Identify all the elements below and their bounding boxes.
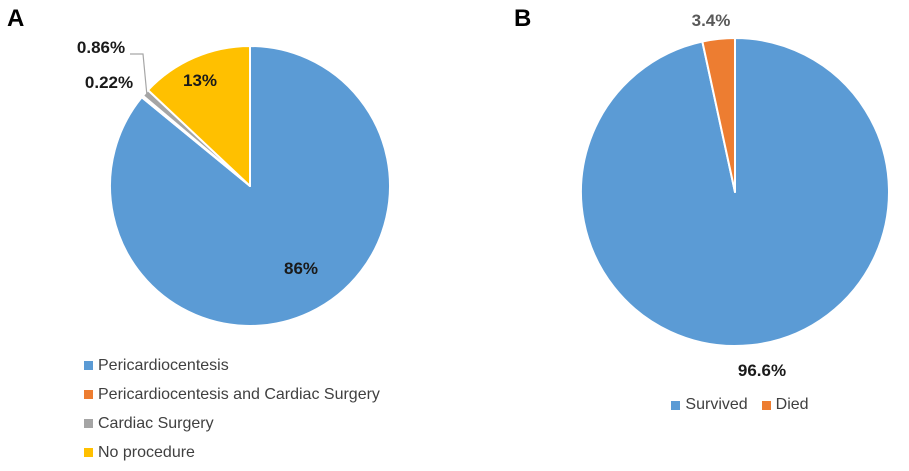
legend-item-pericardiocentesis-and-cardiac-surgery: Pericardiocentesis and Cardiac Surgery bbox=[84, 380, 380, 409]
pie-chart-b bbox=[580, 37, 890, 347]
legend-label-pericardiocentesis: Pericardiocentesis bbox=[98, 356, 229, 374]
legend-marker-pericardiocentesis bbox=[84, 361, 93, 370]
data-label-pericardiocentesis: 86% bbox=[283, 259, 319, 278]
legend-item-no-procedure: No procedure bbox=[84, 438, 380, 467]
pie-slice-no-procedure bbox=[147, 45, 251, 187]
legend-b: Survived Died bbox=[540, 396, 909, 414]
legend-label-died: Died bbox=[775, 396, 809, 413]
legend-label-survived: Survived bbox=[685, 396, 748, 413]
legend-item-pericardiocentesis: Pericardiocentesis bbox=[84, 351, 380, 380]
data-label-no-procedure: 13% bbox=[182, 71, 218, 90]
legend-label-cardiac-surgery: Cardiac Surgery bbox=[98, 414, 214, 432]
pie-chart-a bbox=[109, 45, 391, 327]
legend-marker-died bbox=[761, 400, 771, 410]
leader-line-cardiac-surgery bbox=[130, 53, 148, 97]
legend-marker-pericardiocentesis-and-cardiac-surgery bbox=[84, 390, 93, 399]
legend-item-cardiac-surgery: Cardiac Surgery bbox=[84, 409, 380, 438]
legend-item-survived: Survived bbox=[671, 396, 748, 414]
legend-marker-cardiac-surgery bbox=[84, 419, 93, 428]
data-label-died: 3.4% bbox=[691, 11, 731, 30]
legend-label-no-procedure: No procedure bbox=[98, 443, 195, 461]
legend-marker-survived bbox=[671, 400, 681, 410]
data-label-pericardiocentesis-and-cardiac-surgery: 0.22% bbox=[84, 73, 134, 92]
panel-a-letter: A bbox=[7, 5, 25, 32]
data-label-survived: 96.6% bbox=[737, 361, 787, 380]
panel-b-letter: B bbox=[514, 5, 532, 32]
legend-item-died: Died bbox=[761, 396, 809, 414]
legend-label-pericardiocentesis-and-cardiac-surgery: Pericardiocentesis and Cardiac Surgery bbox=[98, 385, 380, 403]
legend-marker-no-procedure bbox=[84, 448, 93, 457]
pie-slice-died bbox=[701, 37, 736, 193]
data-label-cardiac-surgery: 0.86% bbox=[76, 38, 126, 57]
legend-a: Pericardiocentesis Pericardiocentesis an… bbox=[84, 351, 380, 467]
